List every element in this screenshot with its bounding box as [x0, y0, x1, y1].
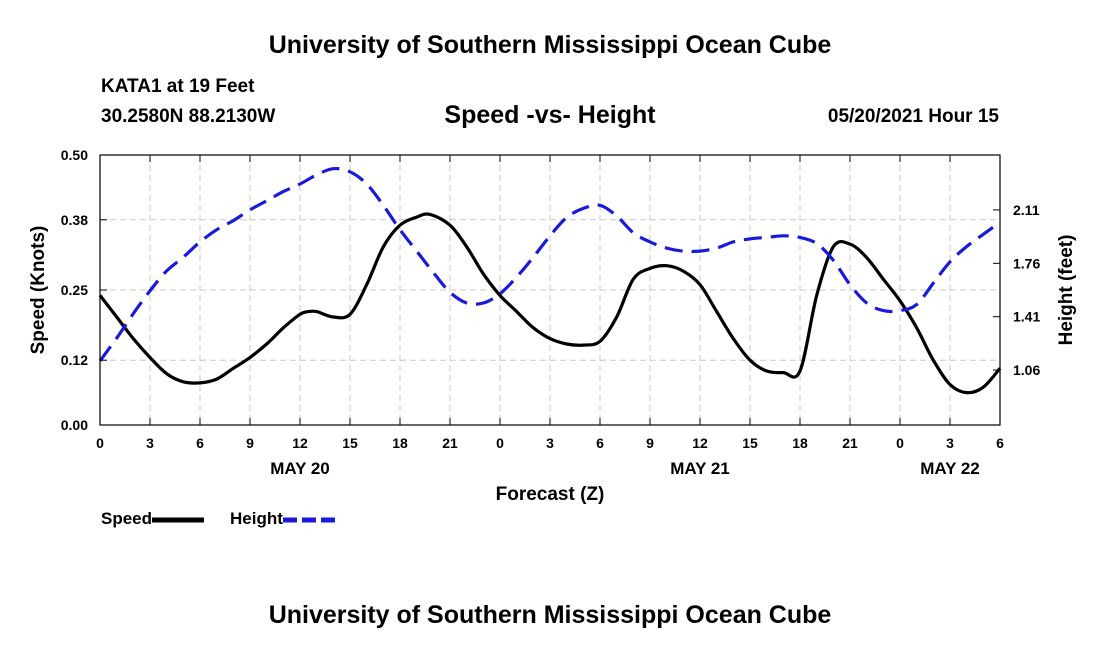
x-tick-label: 6 — [996, 435, 1004, 451]
y-tick-label: 0.12 — [61, 352, 88, 368]
station-label: KATA1 at 19 Feet — [101, 76, 255, 97]
legend-height-label: Height — [230, 509, 283, 528]
y-tick-label: 0.25 — [61, 282, 88, 298]
legend-speed: Speed — [101, 509, 205, 529]
x-tick-label: 3 — [546, 435, 554, 451]
x-date-label: MAY 22 — [920, 459, 980, 478]
x-tick-label: 12 — [292, 435, 308, 451]
y2-tick-label: 1.76 — [1013, 255, 1040, 271]
x-tick-label: 18 — [792, 435, 808, 451]
y2-tick-label: 1.06 — [1013, 362, 1040, 378]
station-coordinates: 30.2580N 88.2130W — [101, 106, 276, 127]
x-tick-label: 3 — [946, 435, 954, 451]
series-layer — [98, 166, 1002, 395]
x-tick-label: 18 — [392, 435, 408, 451]
y-tick-label: 0.00 — [61, 417, 88, 433]
y-axis-label: Speed (Knots) — [28, 226, 49, 355]
x-tick-label: 15 — [742, 435, 758, 451]
main-title: University of Southern Mississippi Ocean… — [268, 31, 832, 59]
x-axis-label: Forecast (Z) — [496, 484, 605, 505]
x-tick-label: 9 — [646, 435, 654, 451]
y2-axis-label: Height (feet) — [1056, 235, 1077, 346]
y-tick-label: 0.50 — [61, 147, 88, 163]
x-tick-label: 15 — [342, 435, 358, 451]
x-tick-label: 21 — [842, 435, 858, 451]
chart-title: Speed -vs- Height — [444, 101, 656, 129]
footer-title: University of Southern Mississippi Ocean… — [268, 601, 832, 629]
x-tick-label: 6 — [196, 435, 204, 451]
y-tick-label: 0.38 — [61, 212, 88, 228]
x-tick-label: 6 — [596, 435, 604, 451]
x-date-label: MAY 20 — [270, 459, 330, 478]
x-tick-label: 9 — [246, 435, 254, 451]
x-date-label: MAY 21 — [670, 459, 730, 478]
x-tick-label: 3 — [146, 435, 154, 451]
axes: 0 3 6 9 12 15 18 21 0 3 6 9 12 15 18 21 0 3 6 MAY 20 MAY 21 M… — [61, 147, 1041, 478]
x-tick-label: 21 — [442, 435, 458, 451]
x-tick-label: 0 — [896, 435, 904, 451]
legend-speed-swatch — [152, 517, 205, 523]
y2-tick-label: 1.41 — [1013, 309, 1040, 325]
x-tick-label: 12 — [692, 435, 708, 451]
series-speed-line — [98, 212, 1002, 395]
grid — [100, 155, 1000, 425]
x-tick-label: 0 — [496, 435, 504, 451]
forecast-datetime: 05/20/2021 Hour 15 — [827, 106, 999, 127]
y2-tick-label: 2.11 — [1013, 202, 1040, 218]
legend-height-swatch — [282, 517, 335, 523]
x-tick-label: 0 — [96, 435, 104, 451]
legend-speed-label: Speed — [101, 509, 153, 528]
legend-height: Height — [230, 509, 335, 529]
